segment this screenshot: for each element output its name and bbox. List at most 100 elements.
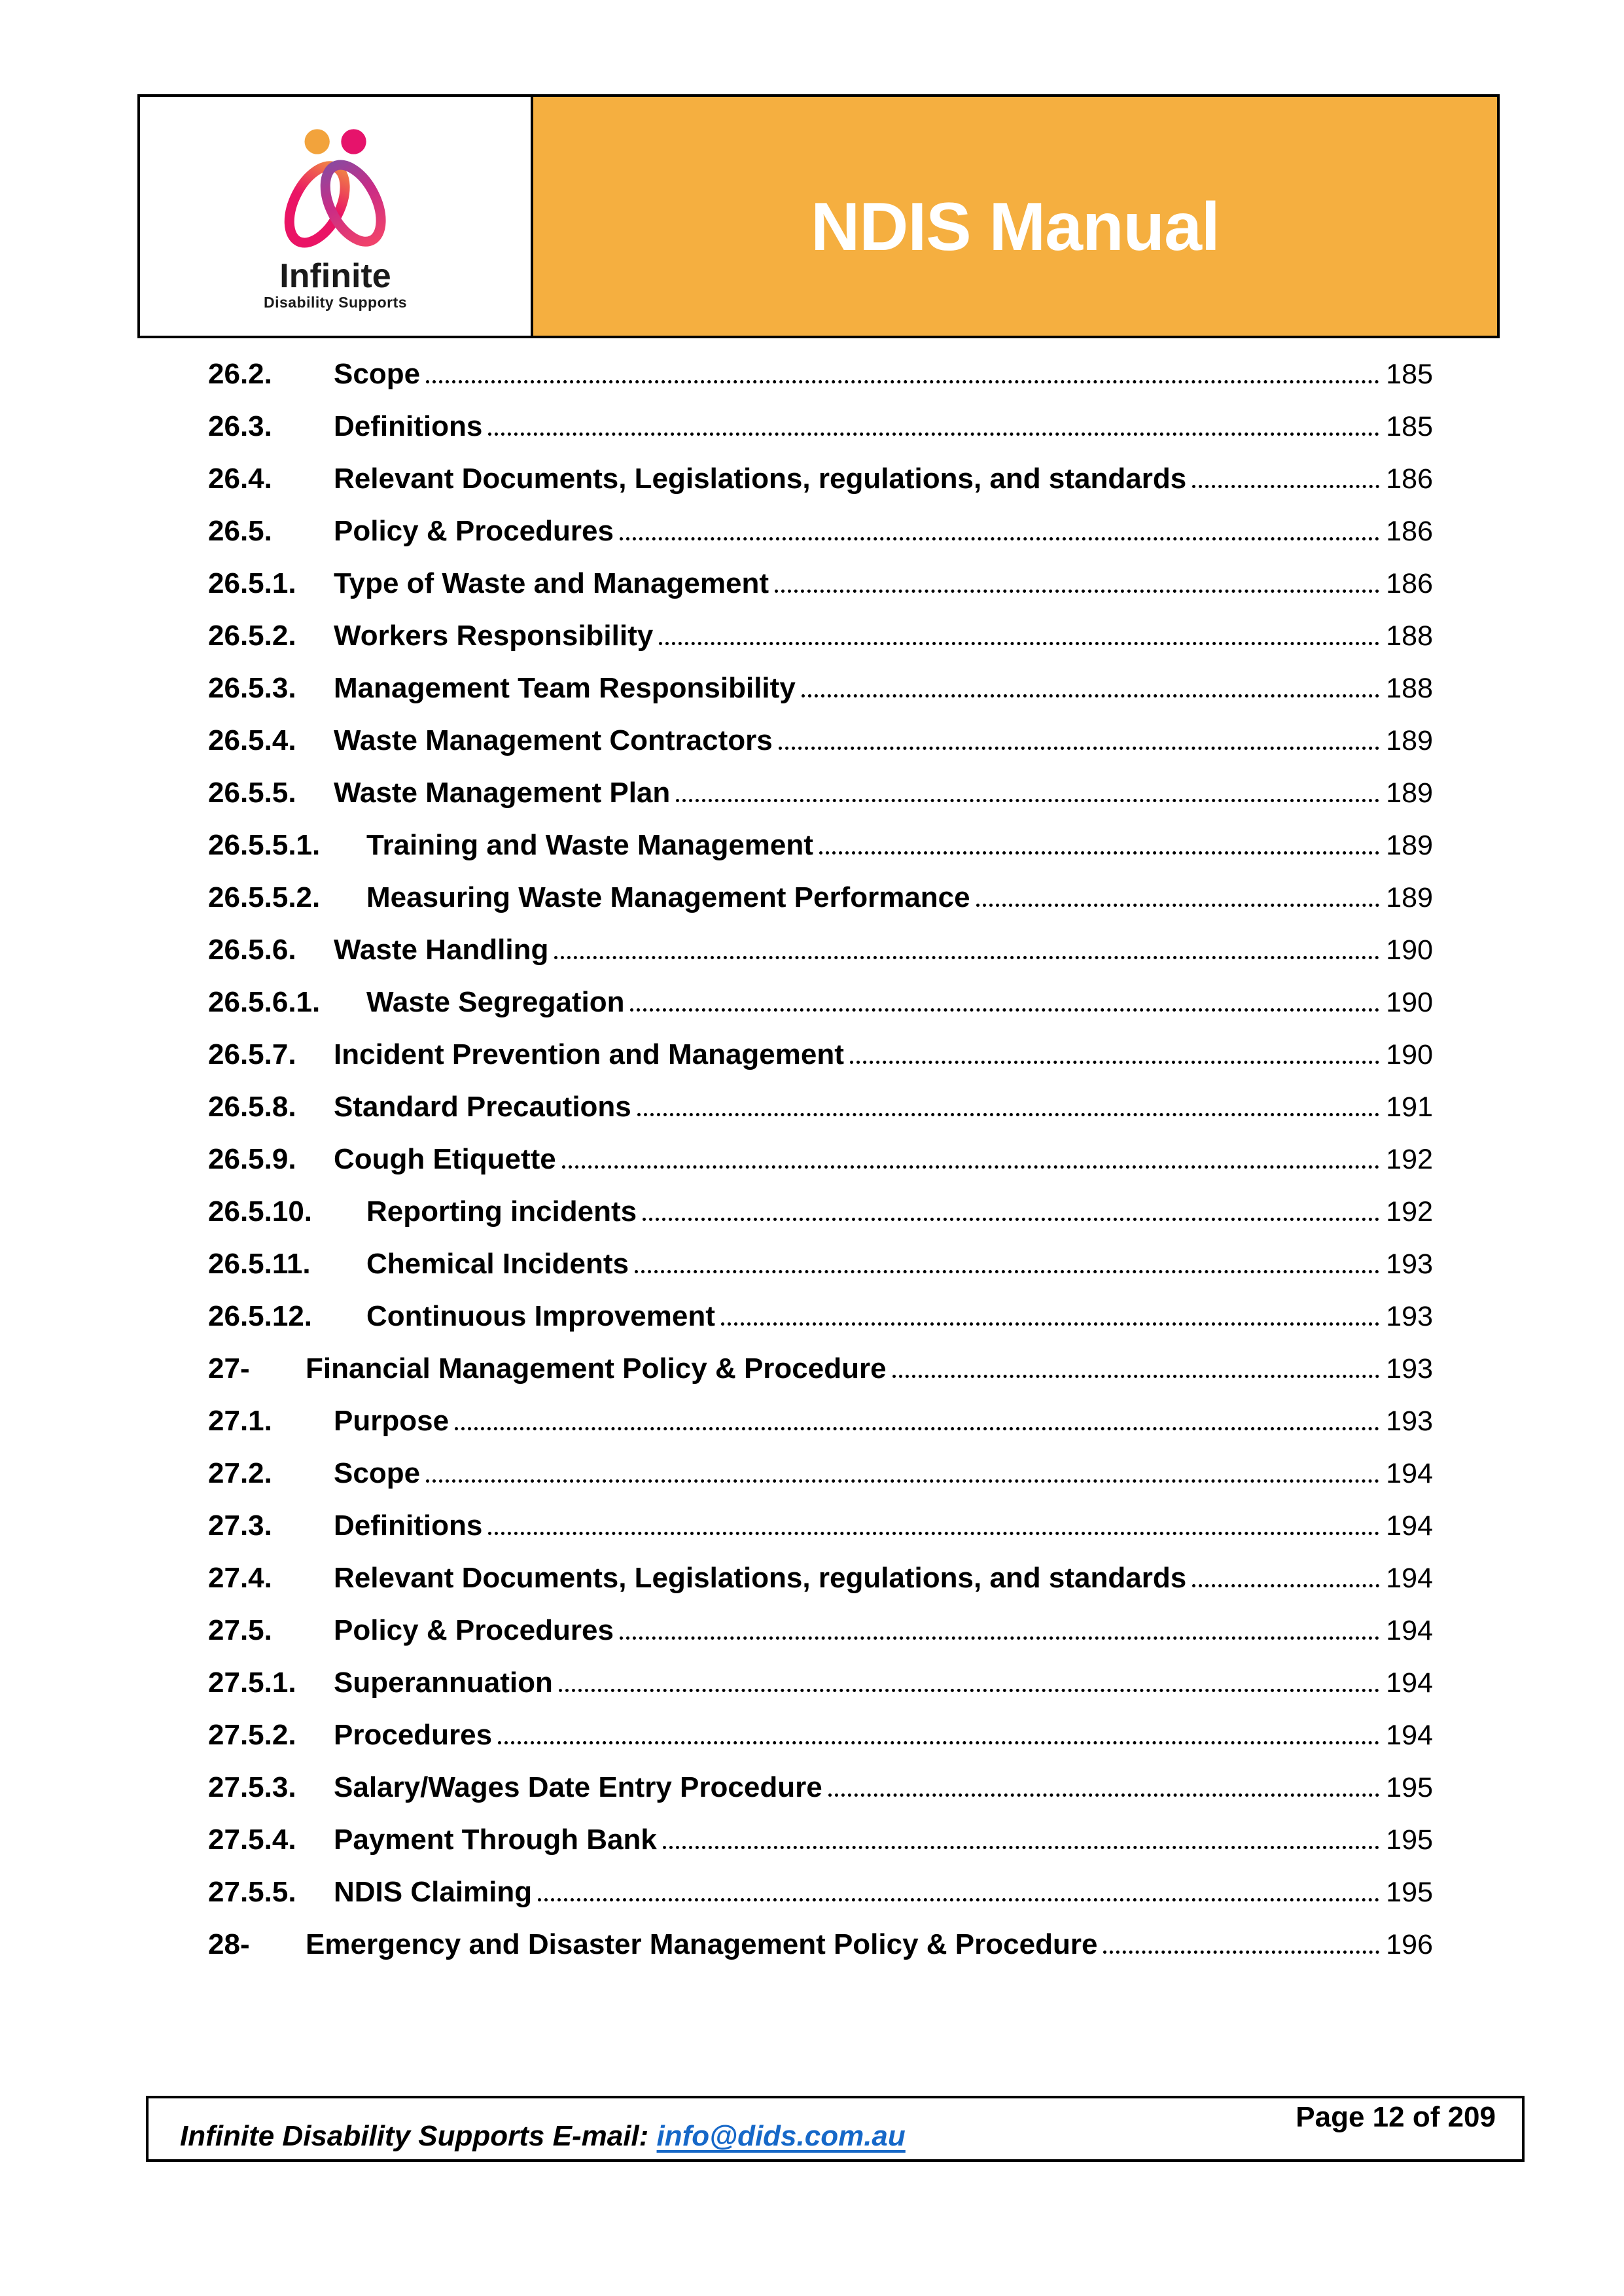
toc-entry[interactable]: 26.5.1. Type of Waste and Management 186: [208, 567, 1433, 600]
toc-entry-title: Scope: [334, 358, 421, 390]
toc-entry[interactable]: 26.5.4. Waste Management Contractors 189: [208, 724, 1433, 757]
toc-entry-number: 26.5.4.: [208, 724, 296, 756]
toc-entry-number: 28-: [208, 1928, 250, 1960]
toc-entry-page: 196: [1386, 1929, 1433, 1960]
toc-entry-title: Payment Through Bank: [334, 1824, 657, 1856]
toc-entry-title: Waste Management Contractors: [334, 724, 773, 756]
toc-entry-page: 189: [1386, 882, 1433, 913]
toc-entry-page: 193: [1386, 1301, 1433, 1332]
toc-entry[interactable]: 26.5.12. Continuous Improvement 193: [208, 1300, 1433, 1333]
toc-entry-page: 192: [1386, 1196, 1433, 1227]
toc-entry-page: 194: [1386, 1667, 1433, 1699]
toc-entry[interactable]: 26.3. Definitions 185: [208, 410, 1433, 443]
toc-entry-title: Definitions: [334, 1510, 483, 1542]
toc-entry-number: 27-: [208, 1352, 250, 1385]
toc-leader-dots: [426, 360, 1380, 383]
toc-entry-page: 188: [1386, 673, 1433, 704]
toc-entry-number: 26.5.6.1.: [208, 986, 321, 1018]
toc-entry-number: 27.5.: [208, 1614, 272, 1646]
toc-entry-number: 26.5.5.: [208, 777, 296, 809]
page-title: NDIS Manual: [811, 189, 1220, 265]
toc-entry[interactable]: 28- Emergency and Disaster Management Pol…: [208, 1928, 1433, 1961]
toc-leader-dots: [619, 1616, 1380, 1640]
toc-leader-dots: [720, 1302, 1380, 1326]
toc-entry-page: 194: [1386, 1510, 1433, 1542]
toc-entry[interactable]: 27.5. Policy & Procedures 194: [208, 1614, 1433, 1647]
toc-entry-title: Type of Waste and Management: [334, 567, 769, 599]
toc-leader-dots: [662, 1826, 1380, 1849]
toc-entry-number: 27.2.: [208, 1457, 272, 1489]
toc-entry[interactable]: 26.2. Scope 185: [208, 358, 1433, 391]
toc-entry-title: Procedures: [334, 1719, 493, 1751]
toc-entry[interactable]: 26.5.5. Waste Management Plan 189: [208, 777, 1433, 809]
toc-entry-title: Chemical Incidents: [366, 1248, 629, 1280]
toc-entry[interactable]: 26.5.7. Incident Prevention and Managemen…: [208, 1038, 1433, 1071]
toc-entry-title: Waste Handling: [334, 934, 549, 966]
toc-entry-page: 192: [1386, 1144, 1433, 1175]
toc-entry-page: 195: [1386, 1877, 1433, 1908]
toc-leader-dots: [1103, 1930, 1380, 1954]
toc-entry-number: 26.5.6.: [208, 934, 296, 966]
toc-leader-dots: [630, 988, 1380, 1012]
toc-entry[interactable]: 26.5.6. Waste Handling 190: [208, 934, 1433, 966]
toc-entry-number: 26.5.5.2.: [208, 881, 321, 913]
toc-entry[interactable]: 27.2. Scope 194: [208, 1457, 1433, 1490]
toc-entry-title: Salary/Wages Date Entry Procedure: [334, 1771, 822, 1803]
toc-entry-page: 191: [1386, 1091, 1433, 1123]
toc-entry[interactable]: 27- Financial Management Policy & Procedu…: [208, 1352, 1433, 1385]
toc-entry-number: 27.5.3.: [208, 1771, 296, 1803]
toc-list: 26.2. Scope 185 26.3. Definitions 185 26.4. Rel…: [208, 358, 1433, 1981]
toc-entry-page: 189: [1386, 777, 1433, 809]
toc-entry[interactable]: 27.3. Definitions 194: [208, 1510, 1433, 1542]
toc-entry-number: 26.2.: [208, 358, 272, 390]
toc-entry[interactable]: 26.5.9. Cough Etiquette 192: [208, 1143, 1433, 1176]
toc-entry-page: 188: [1386, 620, 1433, 652]
infinity-logo-icon: [284, 128, 386, 247]
toc-leader-dots: [892, 1354, 1380, 1378]
banner-title-cell: NDIS Manual: [533, 97, 1497, 336]
toc-entry-number: 26.4.: [208, 463, 272, 495]
toc-entry[interactable]: 26.5.2. Workers Responsibility 188: [208, 620, 1433, 652]
toc-entry-page: 189: [1386, 725, 1433, 756]
toc-entry[interactable]: 27.5.4. Payment Through Bank 195: [208, 1824, 1433, 1856]
toc-leader-dots: [554, 936, 1380, 959]
toc-leader-dots: [426, 1459, 1380, 1483]
footer-email-link[interactable]: info@dids.com.au: [656, 2120, 906, 2152]
toc-entry[interactable]: 27.5.3. Salary/Wages Date Entry Procedure…: [208, 1771, 1433, 1804]
toc-entry[interactable]: 27.4. Relevant Documents, Legislations, r…: [208, 1562, 1433, 1595]
toc-entry-page: 193: [1386, 1405, 1433, 1437]
company-logo: Infinite Disability Supports: [264, 127, 407, 311]
toc-entry-number: 26.5.11.: [208, 1248, 311, 1280]
toc-entry-title: Incident Prevention and Management: [334, 1038, 844, 1070]
toc-leader-dots: [488, 412, 1380, 436]
toc-entry[interactable]: 26.5.8. Standard Precautions 191: [208, 1091, 1433, 1123]
toc-leader-dots: [801, 674, 1380, 698]
toc-entry[interactable]: 26.5.3. Management Team Responsibility 188: [208, 672, 1433, 705]
toc-entry-title: Financial Management Policy & Procedure: [306, 1352, 887, 1385]
toc-entry[interactable]: 27.5.5. NDIS Claiming 195: [208, 1876, 1433, 1909]
toc-entry-number: 26.5.: [208, 515, 272, 547]
toc-leader-dots: [488, 1511, 1380, 1535]
toc-leader-dots: [558, 1669, 1380, 1692]
toc-entry[interactable]: 26.5.10. Reporting incidents 192: [208, 1195, 1433, 1228]
toc-entry[interactable]: 26.5. Policy & Procedures 186: [208, 515, 1433, 548]
toc-entry[interactable]: 26.5.5.2. Measuring Waste Management Perf…: [208, 881, 1433, 914]
toc-leader-dots: [976, 883, 1380, 907]
toc-entry[interactable]: 26.5.5.1. Training and Waste Management 18…: [208, 829, 1433, 862]
toc-leader-dots: [659, 622, 1380, 645]
toc-entry-title: NDIS Claiming: [334, 1876, 533, 1908]
toc-entry-page: 189: [1386, 830, 1433, 861]
toc-entry[interactable]: 26.4. Relevant Documents, Legislations, r…: [208, 463, 1433, 495]
toc-entry[interactable]: 27.1. Purpose 193: [208, 1405, 1433, 1438]
toc-leader-dots: [774, 569, 1380, 593]
toc-entry[interactable]: 27.5.2. Procedures 194: [208, 1719, 1433, 1752]
toc-entry-number: 27.5.4.: [208, 1824, 296, 1856]
toc-entry[interactable]: 26.5.6.1. Waste Segregation 190: [208, 986, 1433, 1019]
toc-entry-title: Training and Waste Management: [366, 829, 813, 861]
toc-entry-number: 26.5.9.: [208, 1143, 296, 1175]
footer-email-label: Infinite Disability Supports E-mail:: [180, 2120, 649, 2152]
toc-entry[interactable]: 26.5.11. Chemical Incidents 193: [208, 1248, 1433, 1280]
toc-leader-dots: [819, 831, 1380, 855]
toc-entry[interactable]: 27.5.1. Superannuation 194: [208, 1667, 1433, 1699]
